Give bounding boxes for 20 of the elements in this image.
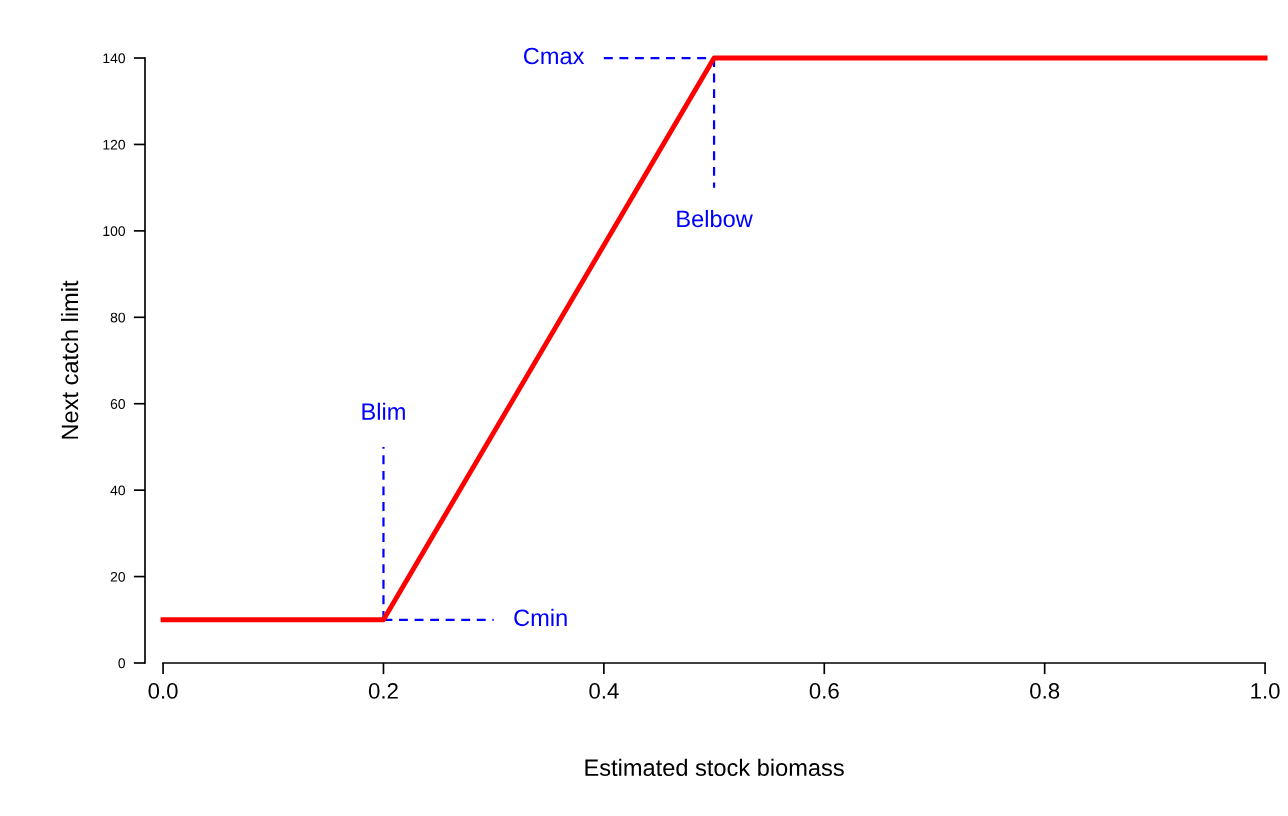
x-tick-label: 0.0: [148, 683, 178, 699]
y-tick-label: 140: [103, 53, 126, 64]
y-axis-title: Next catch limit: [60, 280, 79, 439]
y-tick-label: 60: [110, 399, 126, 409]
x-tick-label: 1.0: [1251, 683, 1280, 699]
y-tick-label: 80: [110, 312, 126, 323]
y-tick-label: 0: [118, 658, 126, 669]
x-tick-label: 0.2: [368, 683, 398, 699]
y-tick-label: 20: [110, 571, 126, 582]
y-tick-label: 120: [103, 139, 126, 150]
annotation: Blim: [362, 402, 405, 420]
x-tick-label: 0.6: [809, 683, 839, 699]
annotation: Cmin: [514, 608, 567, 627]
x-tick-label: 0.8: [1030, 683, 1060, 699]
annotation: Cmax: [523, 47, 585, 65]
x-axis-title: Estimated stock biomass: [585, 758, 844, 777]
annotation: Belbow: [677, 209, 753, 228]
x-tick-label: 0.4: [589, 683, 619, 699]
y-tick-label: 40: [110, 485, 126, 496]
y-tick-label: 100: [103, 226, 126, 237]
